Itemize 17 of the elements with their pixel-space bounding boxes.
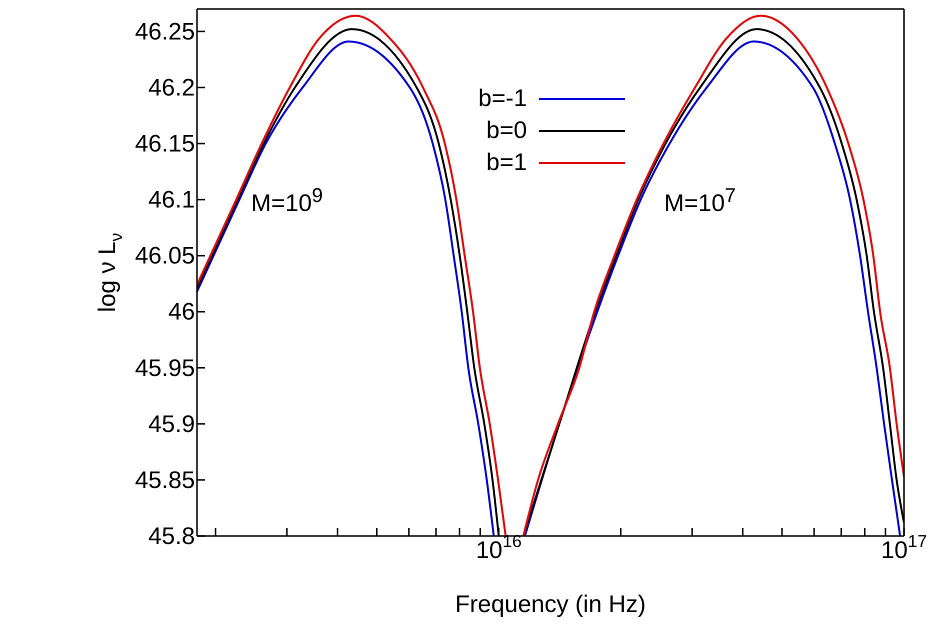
- y-tick-label: 45.8: [148, 523, 195, 550]
- legend-label: b=0: [486, 117, 527, 145]
- legend-label: b=-1: [478, 85, 527, 113]
- y-tick-label: 46.15: [134, 130, 195, 158]
- y-tick-label: 46.05: [134, 242, 195, 270]
- y-tick-label: 45.95: [134, 354, 195, 382]
- y-tick-label: 46: [168, 298, 195, 326]
- y-tick-label: 46.1: [148, 186, 195, 214]
- legend-label: b=1: [486, 149, 527, 177]
- x-tick-label: 10$^{17}$: [881, 531, 927, 564]
- annotation: M=10$^{7}$: [664, 184, 736, 218]
- x-axis-title: Frequency (in Hz): [455, 591, 646, 618]
- y-tick-label: 45.9: [148, 410, 195, 438]
- y-tick-label: 46.25: [134, 18, 195, 46]
- y-tick-label: 45.85: [134, 466, 195, 494]
- annotation: M=10$^{9}$: [251, 184, 323, 218]
- y-tick-label: 46.2: [148, 74, 195, 102]
